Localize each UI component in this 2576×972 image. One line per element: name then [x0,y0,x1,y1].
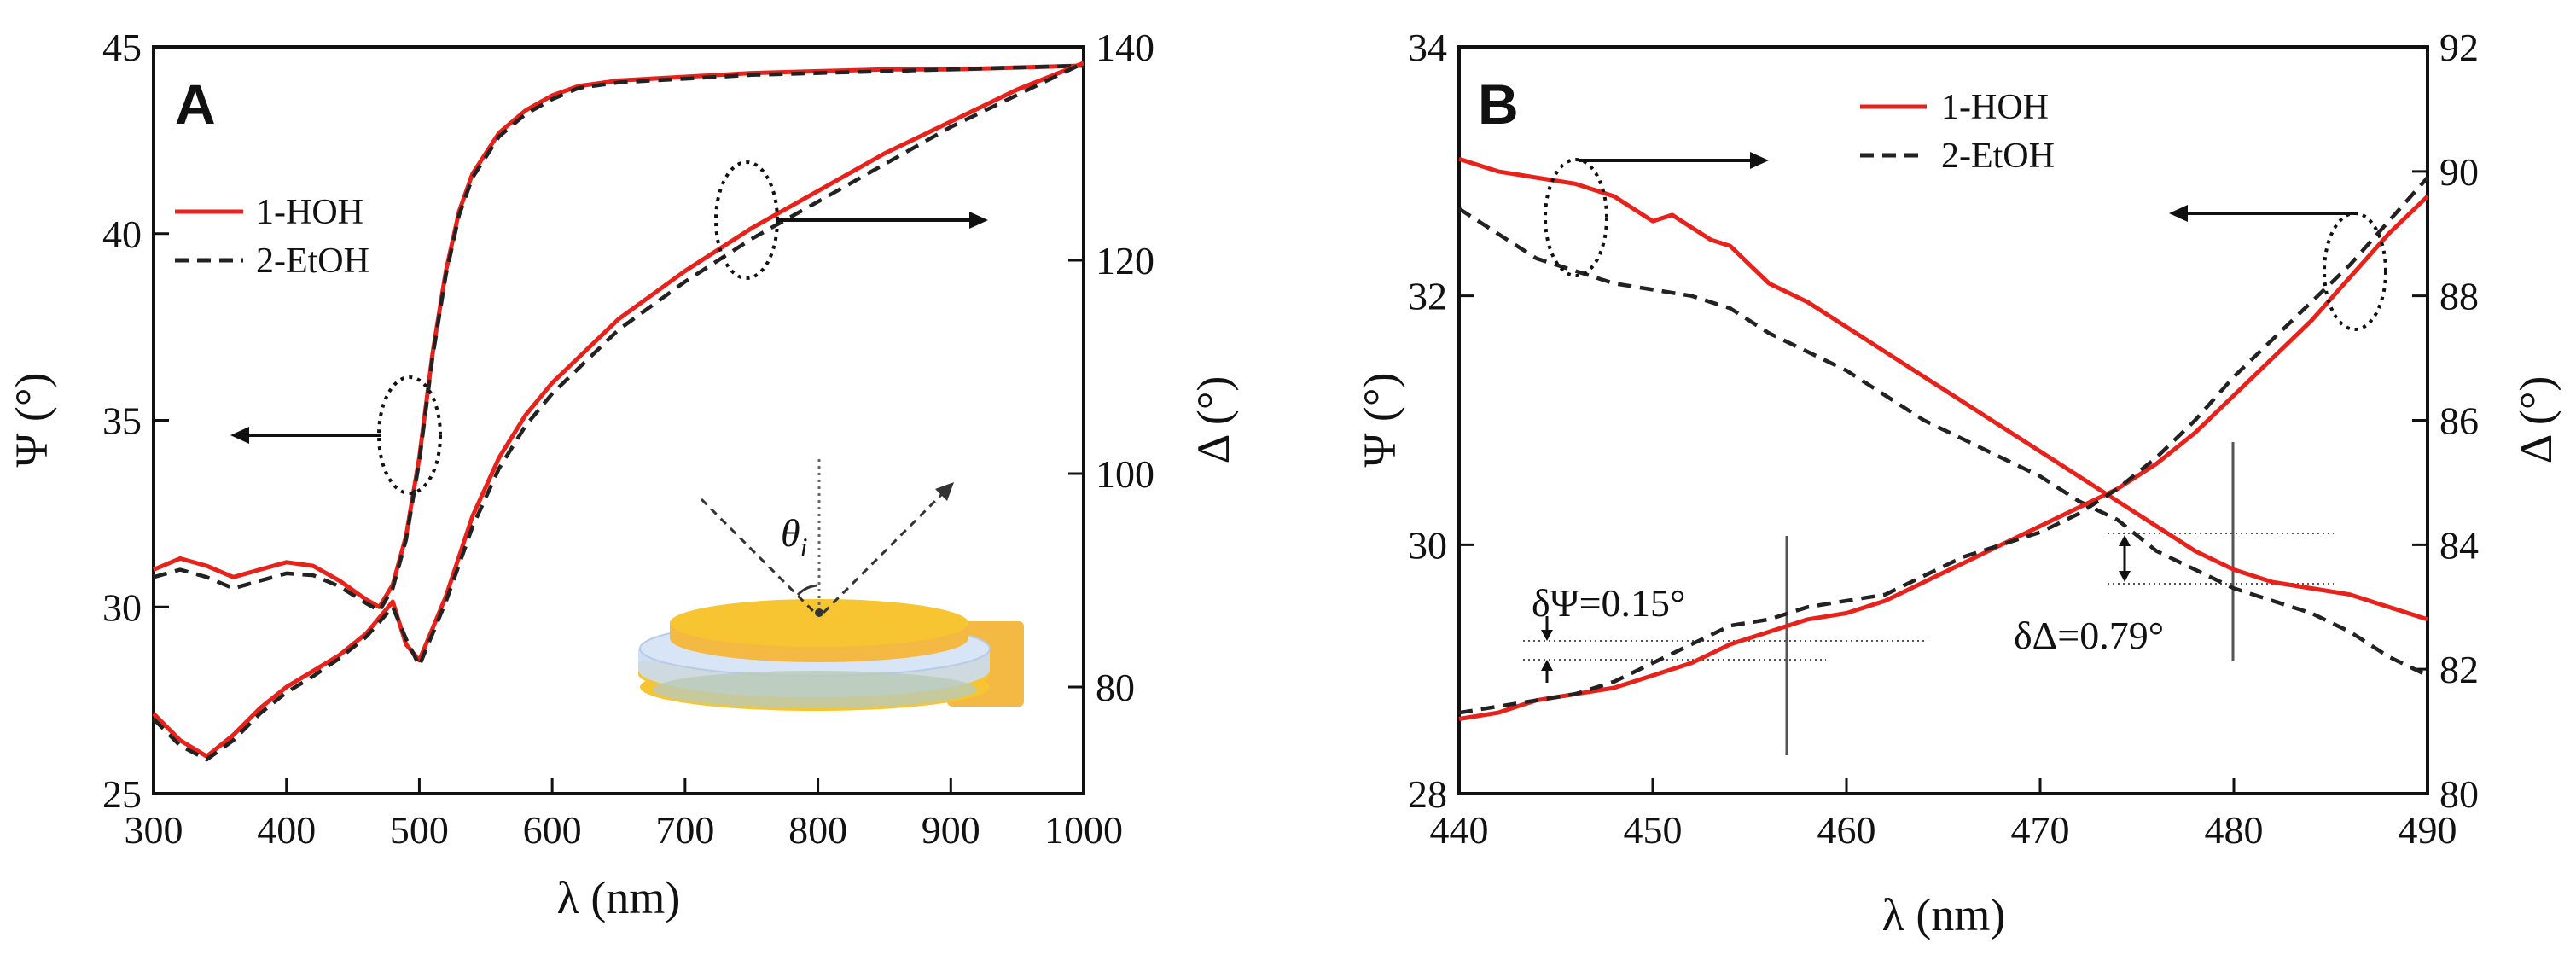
arrow-head-right [969,212,988,229]
panel-a-legend: 1-HOH 2-EtOH [175,193,369,281]
x-tick-label: 470 [2011,808,2070,852]
reflected-arrow-head [935,482,954,501]
delta-psi-label: δΨ=0.15° [1532,581,1685,625]
series-b-etoh-delta [1458,176,2429,715]
film-top [670,599,968,647]
x-tick-label: 800 [788,808,847,852]
incidence-point [815,608,823,617]
ellipse-psi-marker-b [1544,158,1608,277]
series-a-hoh-psi [153,63,1084,609]
y-right-tick-label: 92 [2439,26,2479,69]
y-right-tick-label: 80 [1096,666,1135,709]
legend-b-hoh-label: 1-HOH [1941,88,2049,127]
y-right-tick-label: 86 [2439,399,2479,443]
panel-b-legend: 1-HOH 2-EtOH [1860,88,2055,176]
y-right-tick-label: 100 [1096,452,1154,496]
theta-label: θi [781,511,808,562]
y-left-tick-label: 34 [1408,26,1447,69]
y-left-tick-label: 28 [1408,772,1447,816]
panel-b-x-label: λ (nm) [1882,889,2006,940]
x-tick-label: 460 [1817,808,1876,852]
x-tick-label: 480 [2205,808,2264,852]
panel-b-y-right-label: Δ (°) [2510,376,2561,464]
series-a-etoh-psi [153,63,1084,613]
ellipse-psi-marker [377,375,442,495]
panel-a-y-right-label: Δ (°) [1188,376,1239,464]
series-b-etoh-psi [1457,207,2428,678]
y-right-tick-label: 84 [2439,523,2479,567]
panel-a: 300 400 500 600 700 800 900 1000 25 30 35 40 45 80 100… [6,26,1239,923]
x-tick-label: 300 [125,808,183,852]
y-right-tick-label: 120 [1096,239,1154,282]
panel-a-x-label: λ (nm) [557,872,681,923]
arrow-head-left [230,427,249,444]
legend-a-hoh-label: 1-HOH [256,193,363,232]
y-right-tick-label: 90 [2439,150,2479,194]
reflected-beam [822,489,947,614]
x-tick-label: 440 [1430,808,1489,852]
arrow-head-b-right [1750,152,1769,169]
series-b-hoh-delta [1458,195,2429,721]
x-tick-label: 700 [655,808,714,852]
x-tick-label: 490 [2399,808,2457,852]
y-left-tick-label: 25 [102,772,142,816]
y-left-tick-label: 40 [102,212,142,256]
dpsi-arrow-bottom-head [1541,660,1553,671]
panel-a-annotations [230,160,988,495]
y-left-tick-label: 35 [102,399,142,443]
x-tick-label: 500 [390,808,449,852]
x-tick-label: 1000 [1044,808,1123,852]
dpsi-arrow-top-head [1541,630,1553,641]
panel-b-label: B [1478,73,1519,136]
y-left-tick-label: 30 [102,585,142,629]
film-shadow [653,671,977,708]
inset-sample-diagram: θi [638,459,1024,711]
y-right-tick-label: 82 [2439,648,2479,691]
arrow-head-b-left [2169,205,2188,222]
x-tick-label: 900 [922,808,980,852]
panel-b-y-left-label: Ψ (°) [1354,373,1405,468]
ddelta-arrow-top-head [2119,535,2131,546]
incidence-angle-arc [796,584,818,597]
y-right-tick-label: 140 [1096,26,1154,69]
legend-b-etoh-label: 2-EtOH [1941,137,2055,176]
y-right-tick-label: 88 [2439,275,2479,318]
series-a-etoh-delta [152,61,1084,762]
y-right-tick-label: 80 [2439,772,2479,816]
panel-a-label: A [175,73,216,136]
x-tick-label: 600 [523,808,582,852]
panel-b-annotations: δΨ=0.15° δΔ=0.79° [1532,152,2387,683]
y-left-tick-label: 30 [1408,523,1447,567]
ddelta-arrow-bottom-head [2119,571,2131,582]
y-left-tick-label: 45 [102,26,142,69]
legend-a-etoh-label: 2-EtOH [256,242,369,281]
x-tick-label: 450 [1624,808,1683,852]
delta-delta-label: δΔ=0.79° [2014,614,2164,657]
panel-a-y-left-label: Ψ (°) [6,373,57,468]
panel-b: 440 450 460 470 480 490 28 30 32 34 80 82 84 86 88 90 92… [1354,26,2561,940]
x-tick-label: 400 [257,808,316,852]
y-left-tick-label: 32 [1408,275,1447,318]
series-b-hoh-psi [1458,156,2428,622]
